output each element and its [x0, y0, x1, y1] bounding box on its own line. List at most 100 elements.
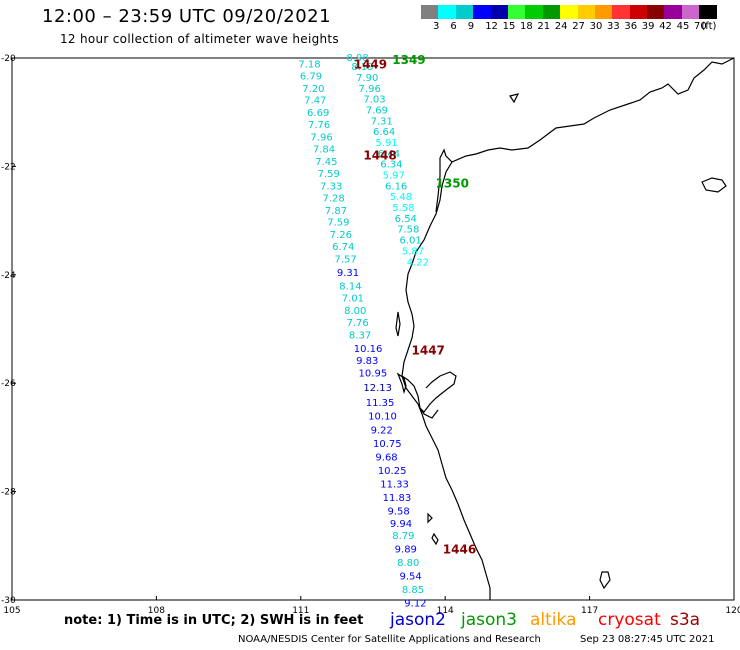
- wave-height-value-s3a: 9.89: [395, 545, 417, 556]
- legend-label: 12: [485, 21, 498, 32]
- wave-height-value-jason3: 5.97: [383, 171, 405, 182]
- footer-credit: NOAA/NESDIS Center for Satellite Applica…: [238, 634, 541, 645]
- legend-label: 33: [607, 21, 620, 32]
- lon-tick-label: 111: [292, 606, 309, 616]
- legend-swatch: [507, 5, 526, 19]
- rottnest-island: [431, 532, 439, 546]
- footer-timestamp: Sep 23 08:27:45 UTC 2021: [580, 634, 715, 645]
- axis-ticks: 105 108 111 114 117 120 -20 -22 -24 -26 -28 -30: [1, 54, 740, 616]
- legend-label: 36: [624, 21, 638, 32]
- wave-height-value-s3a: 8.14: [339, 282, 361, 293]
- legend-swatch: [525, 5, 543, 19]
- wave-height-value-jason3: 7.31: [371, 116, 393, 127]
- wave-height-value-s3a: 7.76: [347, 318, 369, 329]
- lat-tick-label: -30: [1, 596, 16, 606]
- legend-swatch: [594, 5, 613, 19]
- wave-height-value-s3a: 8.85: [402, 585, 424, 596]
- montebello-islands: [509, 93, 520, 104]
- wave-height-value-jason3: 7.96: [359, 84, 381, 95]
- lat-tick-label: -22: [1, 162, 16, 172]
- color-scale-legend: [421, 5, 717, 19]
- wave-height-value-jason3: 6.01: [399, 236, 421, 247]
- wave-height-value-s3a: 7.59: [327, 218, 349, 229]
- legend-label: 39: [641, 21, 655, 32]
- legend-label: 6: [450, 21, 457, 32]
- wave-height-value-s3a: 7.84: [313, 145, 335, 156]
- wave-height-value-s3a: 10.95: [359, 368, 388, 379]
- legend-label: 18: [520, 21, 533, 32]
- dirk-hartog-island: [396, 372, 407, 395]
- wave-height-value-s3a: 9.83: [356, 356, 378, 367]
- wave-height-value-s3a: 8.00: [344, 306, 366, 317]
- wave-height-value-s3a: 7.87: [325, 206, 347, 217]
- page-title: 12:00 – 23:59 UTC 09/20/2021: [42, 6, 332, 27]
- wave-height-value-s3a: 11.35: [366, 398, 395, 409]
- shark-bay-peninsula: [401, 371, 457, 413]
- wave-height-value-jason3: 7.58: [397, 225, 419, 236]
- legend-label: 30: [589, 21, 603, 32]
- wave-height-value-jason3: 6.54: [395, 214, 417, 225]
- wave-height-value-s3a: 7.47: [304, 96, 326, 107]
- wave-height-value-jason3: 7.03: [363, 95, 385, 106]
- lon-tick-label: 114: [437, 606, 454, 616]
- orbit-pass-label: 1449: [354, 57, 387, 71]
- legend-swatch: [577, 5, 595, 19]
- wave-height-value-s3a: 9.68: [375, 452, 397, 463]
- wave-height-value-jason3: 8.19: [351, 62, 373, 73]
- north-west-cape: [435, 148, 453, 213]
- legend-label: (ft): [701, 21, 717, 32]
- wave-height-value-s3a: 6.79: [300, 71, 322, 82]
- lat-tick-label: -28: [1, 488, 16, 498]
- color-scale-labels: 3 6 9 12 15 18 21 24 27 30 33 36 39 42 45 70 (ft): [421, 21, 731, 35]
- wave-height-value-s3a: 12.13: [363, 383, 392, 394]
- bernier-island: [395, 311, 401, 337]
- lat-tick-label: -26: [1, 379, 16, 389]
- orbit-pass-label: 1448: [363, 148, 396, 162]
- western-australia-coast: [401, 57, 735, 600]
- wave-height-value-s3a: 8.37: [349, 330, 371, 341]
- legend-label: 15: [502, 21, 516, 32]
- wave-height-value-s3a: 10.25: [378, 466, 407, 477]
- legend-swatch: [681, 5, 700, 19]
- legend-label: 9: [467, 21, 475, 32]
- wave-height-value-s3a: 7.76: [308, 120, 330, 131]
- wave-height-value-jason3: 5.58: [392, 203, 414, 214]
- map-border: [11, 57, 735, 601]
- wave-height-value-s3a: 9.94: [390, 519, 412, 530]
- wave-height-value-s3a: 7.26: [330, 230, 352, 241]
- wave-height-value-jason3: 8.98: [347, 53, 369, 64]
- wave-height-value-s3a: 10.10: [368, 412, 397, 423]
- units-note: note: 1) Time is in UTC; 2) SWH is in fe…: [64, 613, 364, 628]
- legend-swatch: [647, 5, 665, 19]
- orbit-pass-label: 1447: [412, 344, 445, 358]
- satellite-label-jason2: jason2: [390, 610, 446, 630]
- legend-swatch: [455, 5, 474, 19]
- wave-height-value-jason3: 7.90: [356, 73, 378, 84]
- legend-label: 27: [572, 21, 585, 32]
- coastline: [395, 57, 735, 600]
- lat-tick-label: -20: [1, 54, 16, 64]
- legend-label: 42: [659, 21, 672, 32]
- orbit-pass-label: 1350: [436, 177, 469, 191]
- lon-tick-label: 105: [3, 606, 20, 616]
- lon-tick-label: 117: [581, 606, 598, 616]
- wave-height-value-s3a: 7.45: [315, 157, 337, 168]
- orbit-pass-label: 1446: [443, 543, 476, 557]
- legend-swatch: [612, 5, 630, 19]
- legend-label: 45: [676, 21, 690, 32]
- wave-height-value-s3a: 7.57: [334, 255, 356, 266]
- wave-height-value-jason3: 5.91: [375, 138, 397, 149]
- wave-height-value-s3a: 7.01: [342, 294, 364, 305]
- legend-label: 70: [694, 21, 707, 32]
- wave-height-value-s3a: 6.69: [307, 108, 329, 119]
- wave-height-value-s3a: 8.80: [397, 558, 419, 569]
- wave-height-value-jason3: 6.34: [380, 160, 402, 171]
- wave-height-value-s3a: 9.54: [399, 572, 421, 583]
- wave-height-value-s3a: 7.96: [310, 133, 332, 144]
- wave-height-value-jason3: 6.44: [378, 149, 400, 160]
- wave-height-value-jason3: 5.48: [390, 192, 412, 203]
- wave-height-value-s3a: 9.22: [371, 425, 393, 436]
- satellite-label-s3a: s3a: [670, 610, 701, 630]
- legend-swatch: [490, 5, 508, 19]
